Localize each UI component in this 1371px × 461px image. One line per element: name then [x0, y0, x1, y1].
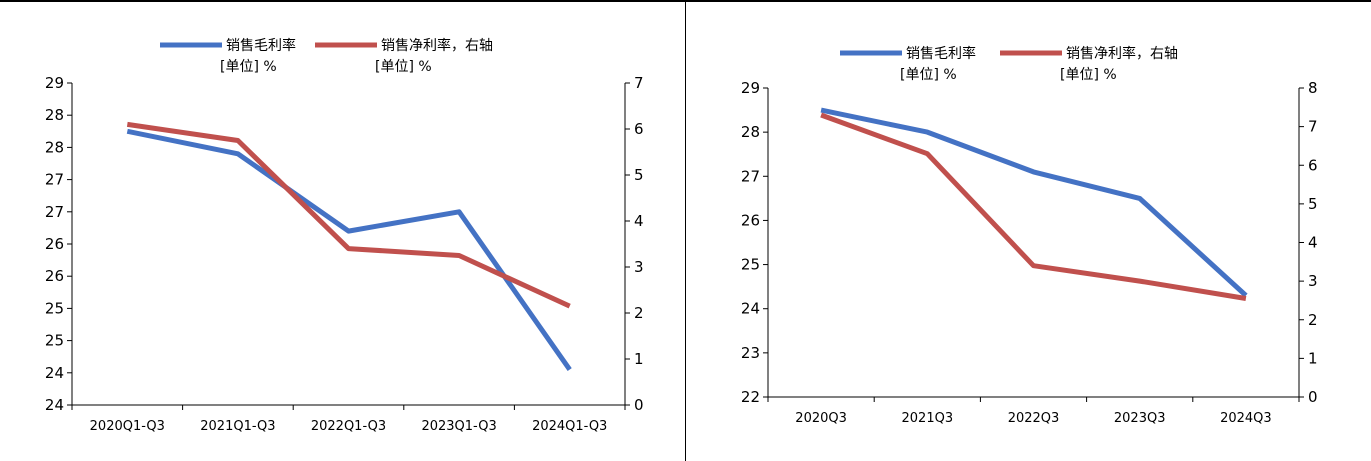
x-tick-label: 2020Q3 [795, 411, 847, 426]
series-line-net-margin [820, 112, 1247, 301]
legend-unit-net-margin: [单位] % [375, 59, 432, 75]
y-right-tick-label: 2 [1308, 311, 1318, 329]
series-line-net-margin [126, 121, 571, 309]
y-right-tick-label: 3 [634, 258, 644, 276]
legend-label-gross-margin: 销售毛利率 [906, 45, 976, 62]
y-right-tick-label: 5 [634, 166, 644, 184]
series-line-gross-margin [820, 107, 1248, 298]
legend-label-gross-margin: 销售毛利率 [226, 37, 296, 54]
y-left-tick-label: 24 [741, 300, 760, 318]
x-tick-label: 2021Q1-Q3 [200, 419, 275, 434]
x-tick-label: 2023Q1-Q3 [421, 419, 496, 434]
y-left-tick-label: 25 [45, 299, 64, 317]
y-right-tick-label: 5 [1308, 195, 1318, 213]
x-tick-label: 2023Q3 [1114, 411, 1166, 426]
y-left-tick-label: 27 [45, 171, 64, 189]
legend-unit-gross-margin: [单位] % [220, 59, 277, 75]
y-left-tick-label: 26 [741, 211, 760, 229]
y-right-tick-label: 3 [1308, 272, 1318, 290]
y-right-tick-label: 4 [634, 212, 644, 230]
legend-unit-net-margin: [单位] % [1060, 67, 1117, 83]
y-left-tick-label: 23 [741, 344, 760, 362]
top-rule [0, 0, 1371, 2]
panel-divider [685, 2, 686, 461]
y-right-tick-label: 4 [1308, 234, 1318, 252]
legend-unit-gross-margin: [单位] % [900, 67, 957, 83]
chart-left: 24 24 25 25 26 26 27 27 28 28 29 0 1 2 3 4 5 6 7 2020Q1-Q3 2… [45, 37, 644, 434]
y-right-tick-label: 6 [634, 120, 644, 138]
y-left-tick-label: 26 [45, 235, 64, 253]
x-tick-label: 2022Q3 [1008, 411, 1060, 426]
y-left-tick-label: 29 [45, 74, 64, 92]
y-left-tick-label: 27 [45, 203, 64, 221]
x-tick-label: 2022Q1-Q3 [311, 419, 386, 434]
y-right-tick-label: 8 [1308, 79, 1318, 97]
y-right-tick-label: 2 [634, 304, 644, 322]
y-left-tick-label: 28 [45, 106, 64, 124]
y-left-tick-label: 29 [741, 79, 760, 97]
x-tick-label: 2024Q3 [1220, 411, 1272, 426]
y-left-tick-label: 25 [741, 256, 760, 274]
y-right-tick-label: 6 [1308, 156, 1318, 174]
legend-label-net-margin: 销售净利率，右轴 [381, 37, 493, 54]
x-tick-label: 2024Q1-Q3 [532, 419, 607, 434]
y-left-tick-label: 22 [741, 388, 760, 406]
y-left-tick-label: 25 [45, 332, 64, 350]
y-left-tick-label: 24 [45, 364, 64, 382]
y-right-tick-label: 0 [634, 396, 644, 414]
legend-label-net-margin: 销售净利率，右轴 [1066, 45, 1178, 62]
y-left-tick-label: 26 [45, 267, 64, 285]
y-left-tick-label: 28 [741, 123, 760, 141]
y-right-tick-label: 1 [634, 350, 644, 368]
y-left-tick-label: 27 [741, 167, 760, 185]
y-right-tick-label: 7 [634, 74, 644, 92]
y-right-tick-label: 1 [1308, 349, 1318, 367]
y-left-tick-label: 28 [45, 138, 64, 156]
y-left-tick-label: 24 [45, 396, 64, 414]
y-right-tick-label: 0 [1308, 388, 1318, 406]
x-tick-label: 2021Q3 [902, 411, 954, 426]
series-line-gross-margin [126, 128, 572, 372]
x-tick-label: 2020Q1-Q3 [90, 419, 165, 434]
y-right-tick-label: 7 [1308, 118, 1318, 136]
